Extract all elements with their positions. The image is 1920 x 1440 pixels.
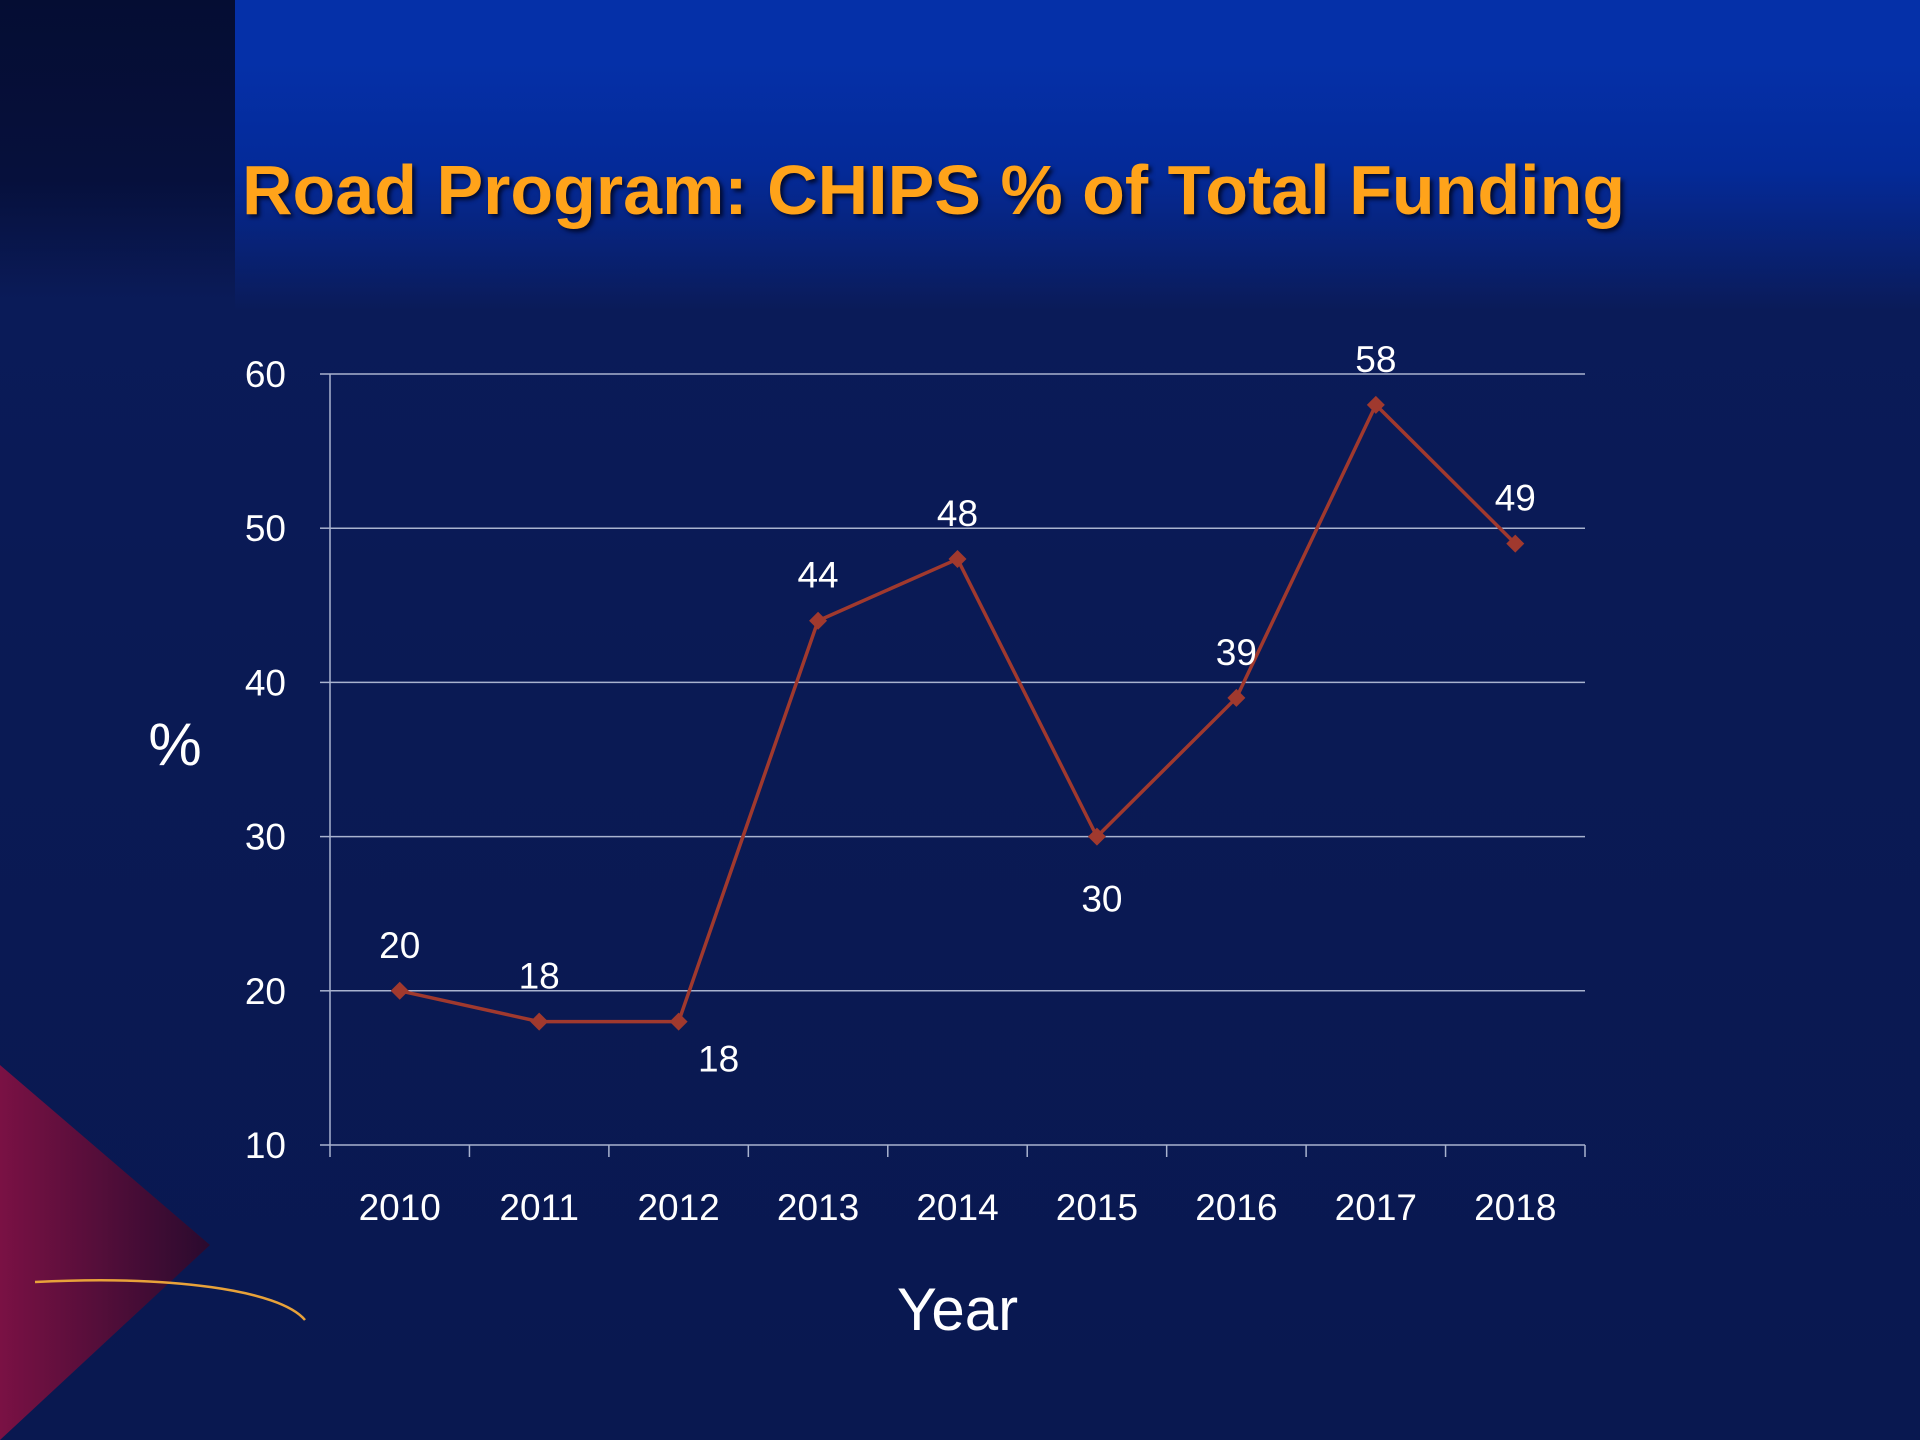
y-tick-label: 30: [245, 817, 286, 858]
data-label-2017: 58: [1355, 339, 1396, 380]
data-point-2017: [1366, 395, 1385, 414]
header-band: [235, 0, 1920, 310]
data-point-2011: [530, 1012, 549, 1031]
data-label-2015: 30: [1081, 879, 1122, 920]
x-tick-labels: 2010 2011 2012 2013 2014 2015 2016 2017 2018: [359, 1187, 1557, 1228]
axes: [320, 373, 1586, 1157]
y-tick-label: 20: [245, 971, 286, 1012]
x-tick-label-2017: 2017: [1335, 1187, 1417, 1228]
y-tick-label: 60: [245, 354, 286, 395]
data-label-2013: 44: [797, 555, 838, 596]
maroon-triangle: [0, 1065, 210, 1440]
x-tick-label-2012: 2012: [637, 1187, 719, 1228]
data-point-2010: [390, 981, 409, 1000]
data-label-2010: 20: [379, 925, 420, 966]
x-tick-label-2014: 2014: [916, 1187, 998, 1228]
data-point-2012: [669, 1012, 688, 1031]
left-dark-band: [0, 0, 235, 300]
data-label-2011: 18: [519, 956, 560, 997]
x-tick-label-2015: 2015: [1056, 1187, 1138, 1228]
data-markers: [390, 395, 1525, 1031]
data-label-2018: 49: [1495, 478, 1536, 519]
data-labels: 20 18 18 44 48 30 39 58 49: [379, 339, 1536, 1080]
gold-swoosh-line: [34, 1279, 306, 1321]
data-point-2018: [1506, 534, 1525, 553]
y-axis-title: %: [148, 711, 201, 778]
x-axis-title: Year: [897, 1276, 1018, 1343]
y-tick-label: 40: [245, 662, 286, 703]
x-tick-label-2011: 2011: [499, 1187, 579, 1228]
data-point-2013: [809, 611, 828, 630]
y-tick-labels: 10 20 30 40 50 60: [245, 354, 286, 1166]
slide-title: Road Program: CHIPS % of Total Funding: [242, 151, 1626, 229]
data-point-2014: [948, 550, 967, 569]
x-tick-label-2010: 2010: [359, 1187, 441, 1228]
data-point-2015: [1087, 827, 1106, 846]
gridlines: [330, 373, 1585, 992]
x-tick-label-2013: 2013: [777, 1187, 859, 1228]
data-point-2016: [1227, 688, 1246, 707]
data-label-2012: 18: [698, 1039, 739, 1080]
x-tick-label-2016: 2016: [1195, 1187, 1277, 1228]
y-tick-label: 10: [245, 1125, 286, 1166]
y-tick-label: 50: [245, 508, 286, 549]
data-label-2014: 48: [937, 493, 978, 534]
x-tick-label-2018: 2018: [1474, 1187, 1556, 1228]
data-label-2016: 39: [1216, 632, 1257, 673]
